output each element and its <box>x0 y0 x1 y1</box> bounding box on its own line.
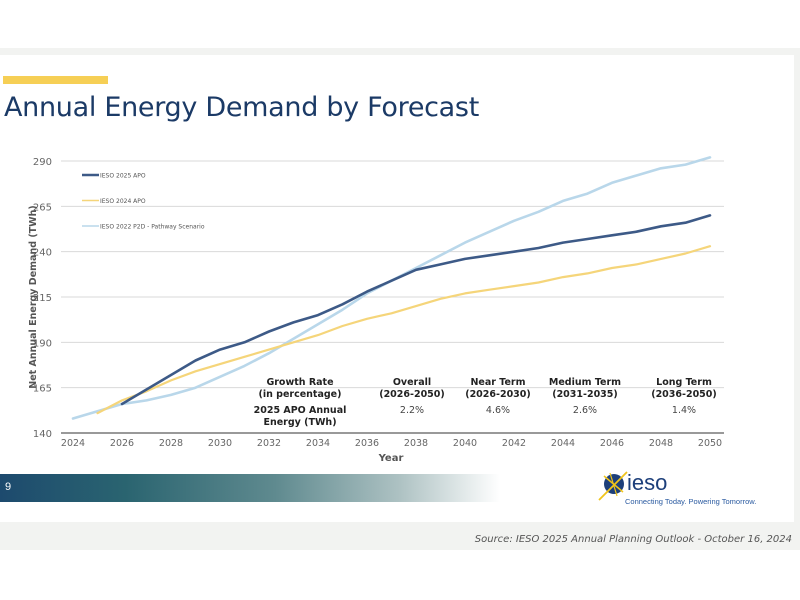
table-header-cell: Long Term <box>656 377 712 388</box>
x-tick-labels: 2024 2026 2028 2030 2032 2034 2036 2038 2040 2042… <box>61 438 722 449</box>
table-header-cell: (2026-2050) <box>379 389 445 400</box>
slide <box>0 55 794 522</box>
table-header-cell: (2026-2030) <box>465 389 531 400</box>
table-header-cell: (2031-2035) <box>552 389 618 400</box>
table-header-cell: (in percentage) <box>259 389 342 400</box>
x-tick-label: 2044 <box>551 438 575 449</box>
y-tick-label: 140 <box>33 429 52 440</box>
y-tick-label: 215 <box>33 293 52 304</box>
x-tick-label: 2036 <box>355 438 379 449</box>
legend-label: IESO 2024 APO <box>100 198 146 205</box>
x-tick-label: 2048 <box>649 438 673 449</box>
x-tick-label: 2026 <box>110 438 134 449</box>
table-row-label: 2025 APO Annual <box>254 405 347 416</box>
series-lines <box>71 156 712 420</box>
y-tick-label: 265 <box>33 202 52 213</box>
x-tick-label: 2040 <box>453 438 477 449</box>
table-value-cell: 1.4% <box>672 405 696 416</box>
table-value-cell: 2.2% <box>400 405 424 416</box>
x-tick-label: 2038 <box>404 438 428 449</box>
series-line-1 <box>120 214 712 406</box>
legend-label: IESO 2025 APO <box>100 173 146 180</box>
table-header-cell: Overall <box>393 377 431 388</box>
x-tick-label: 2024 <box>61 438 85 449</box>
table-header-cell: Near Term <box>470 377 525 388</box>
x-tick-label: 2030 <box>208 438 232 449</box>
y-tick-label: 190 <box>33 338 52 349</box>
growth-rate-table: Growth Rate(in percentage)Overall(2026-2… <box>254 377 717 428</box>
table-header-cell: Growth Rate <box>266 377 333 388</box>
x-axis-label: Year <box>378 453 404 464</box>
footer-gradient-band <box>0 474 500 502</box>
grid <box>61 160 724 434</box>
x-tick-label: 2050 <box>698 438 722 449</box>
ieso-logo: ieso Connecting Today. Powering Tomorrow… <box>597 470 767 510</box>
table-value-cell: 4.6% <box>486 405 510 416</box>
globe-icon <box>598 471 628 501</box>
logo-wordmark: ieso <box>627 470 668 495</box>
x-tick-label: 2042 <box>502 438 526 449</box>
x-tick-label: 2046 <box>600 438 624 449</box>
table-header-cell: Medium Term <box>549 377 621 388</box>
table-value-cell: 2.6% <box>573 405 597 416</box>
series-line-2 <box>96 245 712 415</box>
x-tick-label: 2032 <box>257 438 281 449</box>
slide-title: Annual Energy Demand by Forecast <box>4 92 479 123</box>
legend-label: IESO 2022 P2D - Pathway Scenario <box>100 224 205 231</box>
table-header-cell: (2036-2050) <box>651 389 717 400</box>
y-tick-label: 165 <box>33 384 52 395</box>
page-number: 9 <box>5 481 12 493</box>
x-tick-label: 2028 <box>159 438 183 449</box>
legend: IESO 2025 APO IESO 2024 APO IESO 2022 P2D … <box>82 173 205 231</box>
source-caption: Source: IESO 2025 Annual Planning Outloo… <box>474 534 792 545</box>
y-tick-label: 290 <box>33 157 52 168</box>
logo-tagline: Connecting Today. Powering Tomorrow. <box>625 497 757 506</box>
y-tick-label: 240 <box>33 248 52 259</box>
table-row-label: Energy (TWh) <box>263 417 336 428</box>
x-tick-label: 2034 <box>306 438 330 449</box>
y-axis-label: Net Annual Energy Demand (TWh) <box>28 205 39 388</box>
title-accent-bar <box>3 76 108 84</box>
y-tick-labels: 140 165 190 215 240 265 290 <box>33 157 52 440</box>
